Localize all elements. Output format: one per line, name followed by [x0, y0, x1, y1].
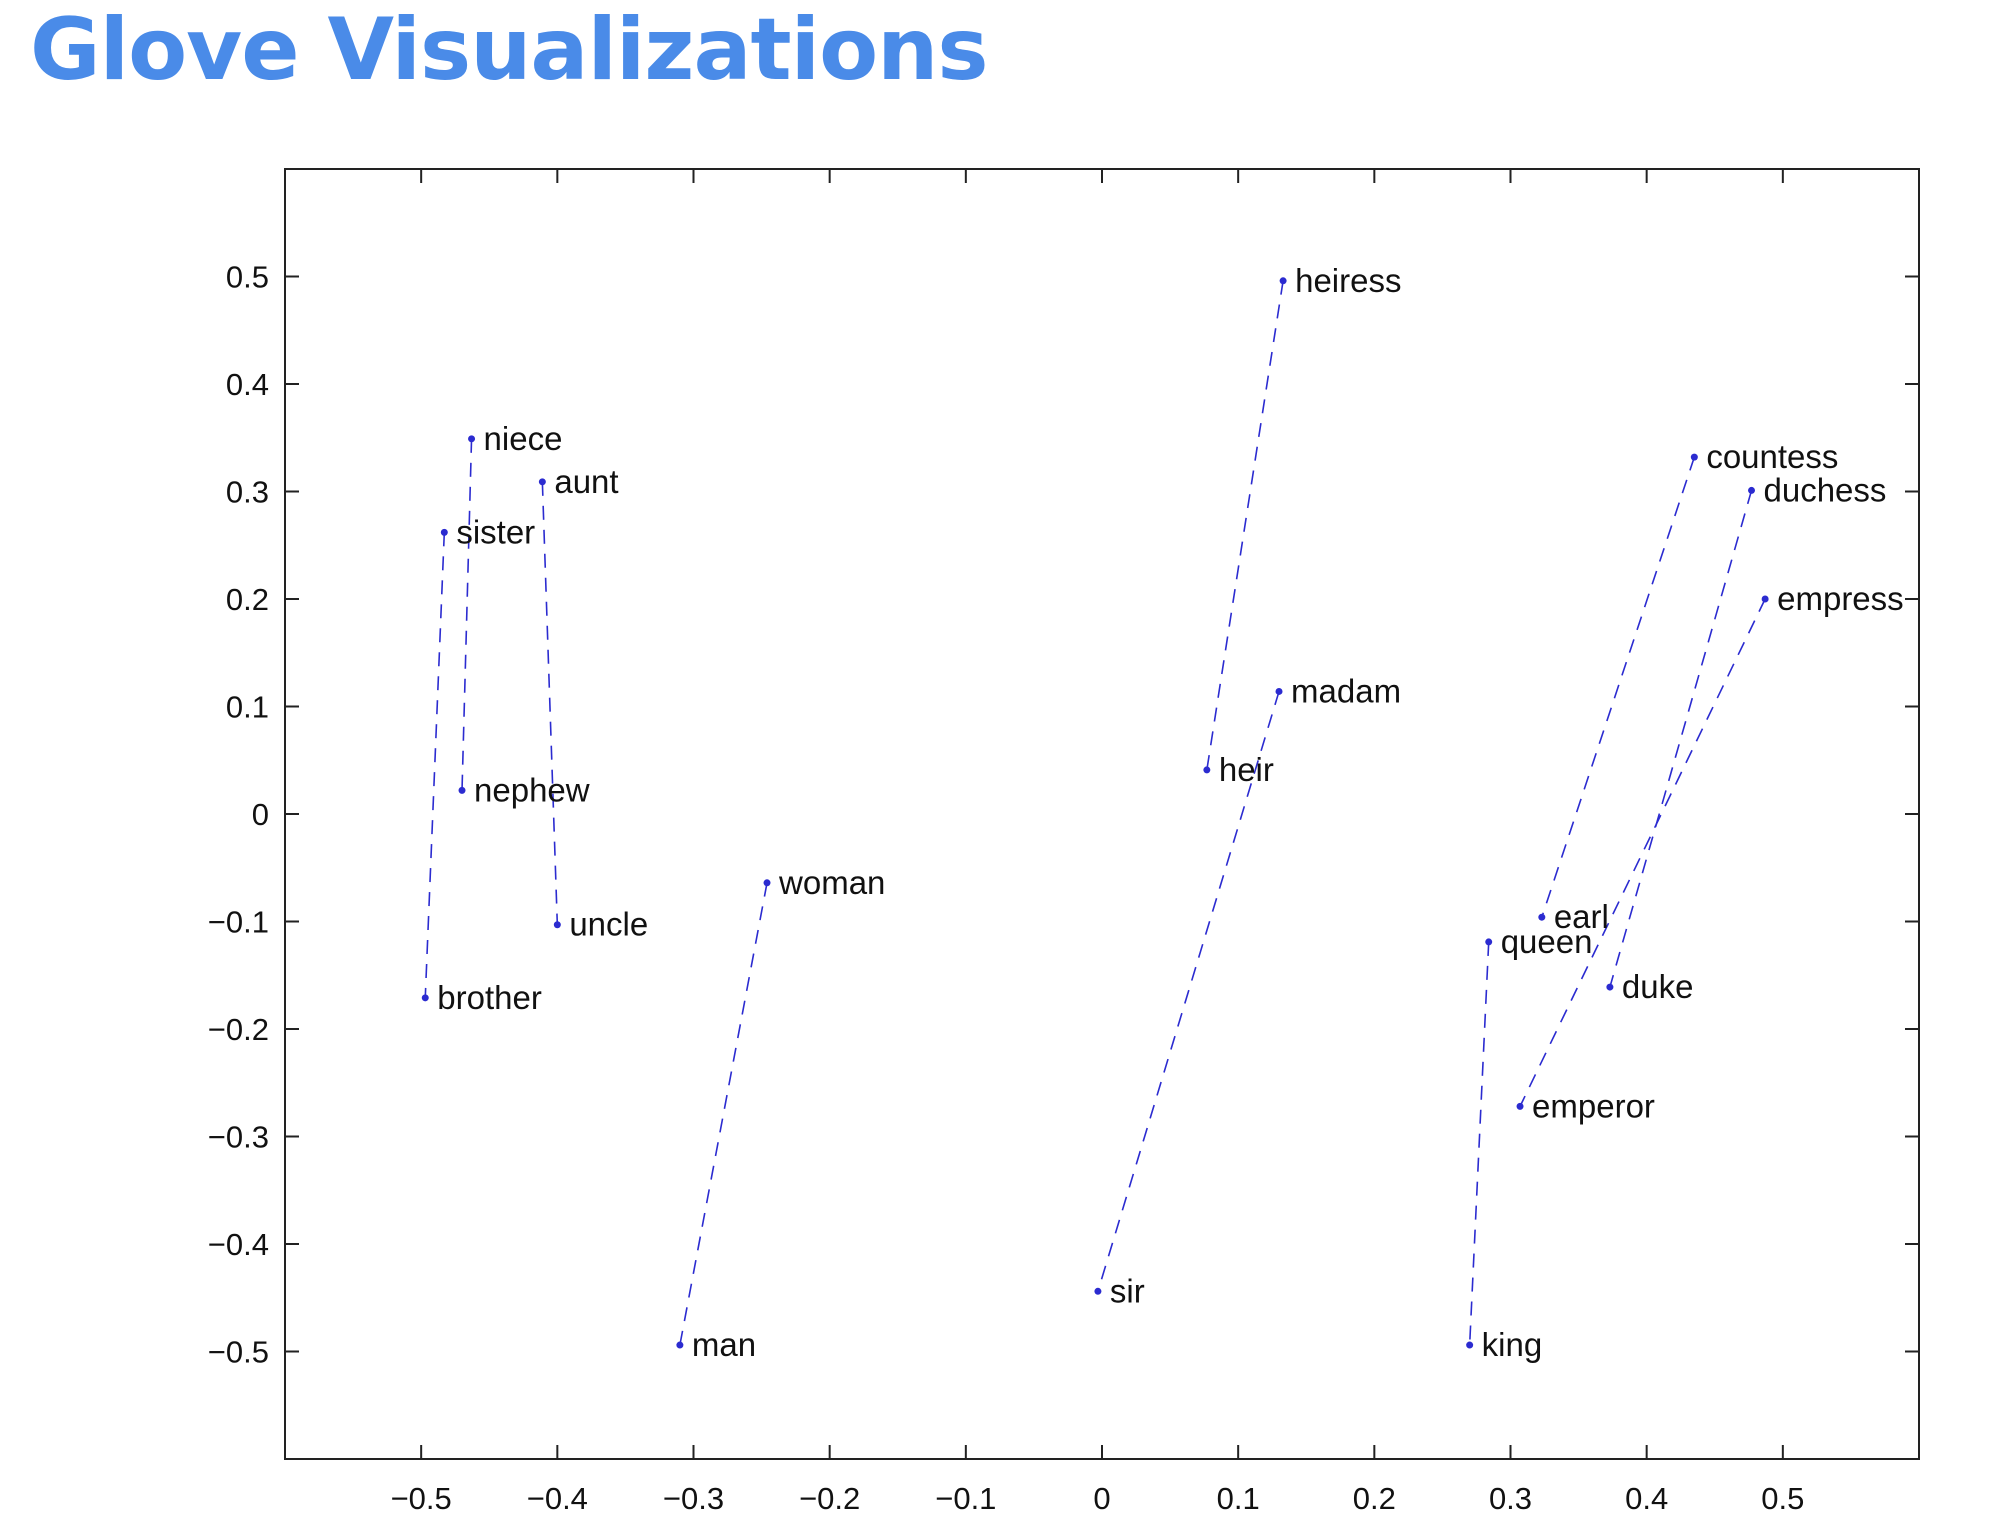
x-tick-label: 0.5: [1761, 1481, 1804, 1516]
point-duchess: [1748, 486, 1756, 494]
point-label-king: king: [1482, 1326, 1543, 1363]
point-emperor: [1516, 1102, 1524, 1110]
pair-line-woman-man: [679, 882, 768, 1346]
point-label-empress: empress: [1777, 580, 1904, 617]
pair-line-countess-earl: [1541, 456, 1696, 918]
point-king: [1466, 1341, 1474, 1349]
y-tick-label: −0.1: [208, 905, 269, 940]
y-tick-label: 0.3: [226, 475, 269, 510]
point-label-uncle: uncle: [569, 906, 648, 943]
x-tick-label: −0.5: [391, 1481, 452, 1516]
point-duke: [1606, 983, 1614, 991]
pair-line-madam-sir: [1097, 691, 1280, 1292]
point-label-aunt: aunt: [554, 463, 618, 500]
y-tick-label: 0.5: [226, 260, 269, 295]
x-tick-label: −0.4: [527, 1481, 588, 1516]
plot-frame: [284, 168, 1920, 1460]
y-tick-label: −0.2: [208, 1012, 269, 1047]
point-label-earl: earl: [1554, 898, 1609, 935]
x-tick-label: 0.2: [1353, 1481, 1396, 1516]
point-label-sir: sir: [1110, 1272, 1145, 1309]
point-aunt: [538, 478, 546, 486]
x-tick-label: 0.1: [1217, 1481, 1260, 1516]
point-sir: [1094, 1287, 1102, 1295]
data-points: [421, 277, 1769, 1349]
y-tick-label: −0.5: [208, 1335, 269, 1370]
point-label-heir: heir: [1219, 751, 1274, 788]
point-uncle: [553, 921, 561, 929]
point-heir: [1203, 766, 1211, 774]
point-label-emperor: emperor: [1532, 1087, 1655, 1124]
point-label-woman: woman: [778, 864, 885, 901]
point-label-brother: brother: [437, 979, 542, 1016]
point-label-duke: duke: [1622, 968, 1694, 1005]
point-sister: [440, 528, 448, 536]
x-tick-label: −0.3: [663, 1481, 724, 1516]
point-label-queen: queen: [1501, 923, 1593, 960]
pair-line-empress-emperor: [1519, 598, 1766, 1107]
point-label-man: man: [692, 1326, 756, 1363]
point-countess: [1690, 453, 1698, 461]
point-empress: [1761, 595, 1769, 603]
y-tick-label: 0.1: [226, 690, 269, 725]
pair-line-sister-brother: [424, 532, 446, 998]
axis-tick-labels: −0.5 −0.4 −0.3 −0.2 −0.1 0 0.1 0.2 0.3 0.4 0.5 0.5 0…: [208, 260, 1805, 1516]
point-label-countess: countess: [1706, 438, 1838, 475]
axis-ticks: [285, 169, 1919, 1459]
y-tick-label: 0: [252, 797, 269, 832]
x-tick-label: 0.3: [1489, 1481, 1532, 1516]
pair-line-heiress-heir: [1206, 280, 1284, 771]
pair-lines: [424, 280, 1766, 1346]
point-labels: niece aunt sister nephew uncle brother woman ma…: [437, 262, 1903, 1363]
point-woman: [763, 879, 771, 887]
point-niece: [468, 435, 476, 443]
x-tick-label: −0.1: [935, 1481, 996, 1516]
point-label-niece: niece: [484, 420, 563, 457]
x-tick-label: −0.2: [799, 1481, 860, 1516]
y-tick-label: −0.4: [208, 1227, 269, 1262]
slide-title: Glove Visualizations: [30, 0, 989, 100]
point-madam: [1275, 687, 1283, 695]
point-label-nephew: nephew: [474, 771, 590, 808]
point-label-duchess: duchess: [1764, 471, 1887, 508]
point-man: [676, 1341, 684, 1349]
point-label-heiress: heiress: [1295, 262, 1401, 299]
point-nephew: [458, 786, 466, 794]
point-label-madam: madam: [1291, 672, 1401, 709]
point-earl: [1538, 913, 1546, 921]
pair-line-aunt-uncle: [541, 481, 559, 925]
point-heiress: [1279, 277, 1287, 285]
y-tick-label: 0.4: [226, 367, 269, 402]
point-brother: [421, 994, 429, 1002]
pair-line-niece-nephew: [461, 438, 473, 791]
x-tick-label: 0: [1093, 1481, 1110, 1516]
x-tick-label: 0.4: [1625, 1481, 1668, 1516]
y-tick-label: −0.3: [208, 1120, 269, 1155]
pair-line-duchess-duke: [1609, 490, 1753, 988]
pair-line-queen-king: [1468, 941, 1490, 1346]
point-queen: [1485, 938, 1493, 946]
point-label-sister: sister: [456, 513, 535, 550]
y-tick-label: 0.2: [226, 582, 269, 617]
